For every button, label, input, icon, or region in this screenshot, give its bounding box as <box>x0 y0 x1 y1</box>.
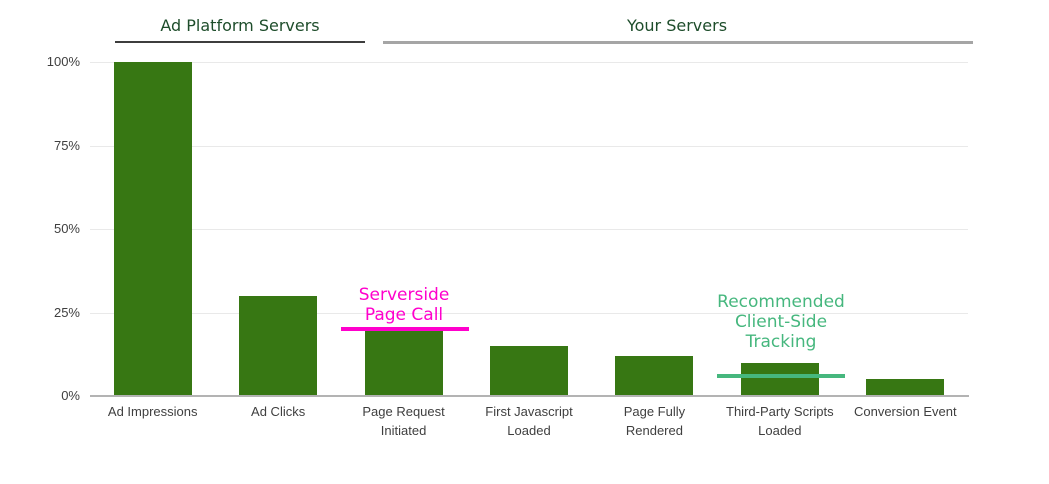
y-axis-label-50: 50% <box>53 221 80 236</box>
annotation-line-2: Page Call <box>364 305 444 325</box>
y-tick-75 <box>90 146 106 147</box>
x-axis-label-third-party-scripts-loaded: Third-Party Scripts Loaded <box>726 404 834 438</box>
annotation-line-1: Recommended <box>717 292 845 312</box>
y-tick-25 <box>90 313 106 314</box>
x-axis-label-page-request-initiated: Page Request Initiated <box>362 404 445 438</box>
x-axis-label-ad-impressions: Ad Impressions <box>107 404 198 419</box>
y-tick-50 <box>90 229 106 230</box>
x-axis-label-page-fully-rendered: Page Fully Rendered <box>623 404 686 438</box>
section-title-ad-platform-servers: Ad Platform Servers <box>160 16 320 35</box>
x-axis-label-first-javascript-loaded: First Javascript Loaded <box>485 404 573 438</box>
recommended-client-side-tracking-annotation: Recommended Client-Side Tracking <box>717 292 845 352</box>
bar-page-fully-rendered[interactable] <box>615 355 694 396</box>
y-axis-label-0: 0% <box>61 388 80 403</box>
annotation-line-2: Client-Side <box>734 312 828 332</box>
gridline-50 <box>90 229 968 230</box>
gridline-75 <box>90 145 968 147</box>
bar-ad-clicks[interactable] <box>239 295 318 396</box>
x-axis-baseline <box>90 395 969 397</box>
y-axis-label-75: 75% <box>53 137 80 153</box>
bar-conversion-event[interactable] <box>866 379 945 396</box>
annotation-line-1: Serverside <box>358 285 450 305</box>
bar-page-request-initiated[interactable] <box>364 329 443 396</box>
y-axis-label-100: 100% <box>46 54 80 69</box>
y-axis-label-25: 25% <box>53 304 80 320</box>
gridline-25 <box>90 312 968 314</box>
gridline-100 <box>90 62 968 63</box>
bar-ad-impressions[interactable] <box>113 62 192 396</box>
your-servers-underline <box>383 41 973 44</box>
section-title-your-servers: Your Servers <box>626 16 728 35</box>
serverside-page-call-annotation: Serverside Page Call <box>359 285 450 325</box>
x-axis-label-conversion-event: Conversion Event <box>853 404 957 419</box>
annotation-line-3: Tracking <box>745 332 817 352</box>
bar-third-party-scripts-loaded[interactable] <box>740 362 819 396</box>
ad-platform-servers-underline <box>115 41 365 43</box>
serverside-page-call-marker-line <box>340 327 469 332</box>
recommended-client-side-tracking-marker-line <box>716 373 845 378</box>
x-axis-label-ad-clicks: Ad Clicks <box>251 404 306 419</box>
bar-first-javascript-loaded[interactable] <box>490 345 568 396</box>
y-tick-100 <box>90 62 106 63</box>
